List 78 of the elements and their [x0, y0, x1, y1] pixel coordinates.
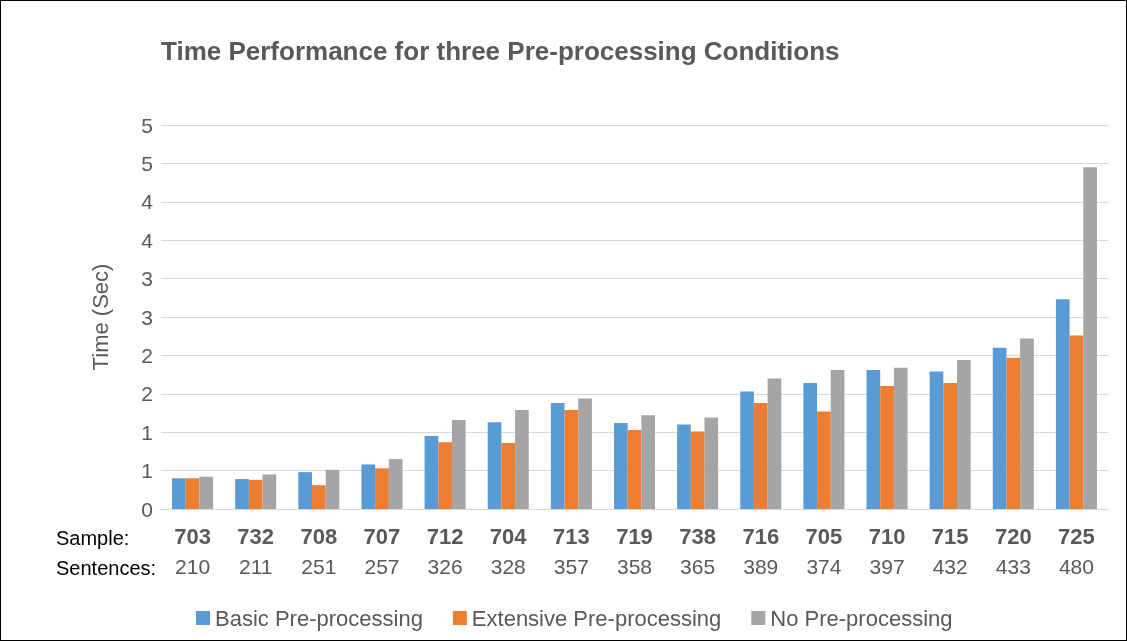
bar: [1020, 338, 1034, 509]
bar: [690, 431, 705, 509]
bar: [627, 429, 642, 509]
bar: [375, 468, 389, 509]
bar: [1055, 299, 1070, 509]
legend-label: No Pre-processing: [770, 605, 953, 631]
bar: [957, 360, 971, 509]
y-axis-title: Time (Sec): [87, 263, 113, 371]
bar: [262, 474, 277, 509]
x-tick-label: 710 397: [868, 523, 906, 578]
y-tick-label: 3: [141, 267, 153, 291]
x-tick-label: 705 374: [805, 523, 843, 578]
bar: [487, 422, 502, 509]
bar: [578, 398, 592, 509]
text: Sample:: [56, 527, 130, 549]
bar: [866, 369, 881, 509]
legend-label: Basic Pre-processing: [215, 605, 423, 631]
bar: [311, 485, 326, 509]
bar: [388, 459, 403, 509]
bar: [753, 403, 768, 509]
y-tick-label: 0: [141, 497, 153, 521]
y-tick-label: 2: [141, 343, 153, 367]
bar: [185, 478, 200, 509]
text: Sentences:: [56, 557, 157, 579]
bar: [704, 417, 719, 509]
bar: [361, 464, 376, 509]
x-tick-label: 715 432: [931, 523, 969, 578]
bar: [564, 409, 579, 509]
y-tick-label: 4: [141, 190, 154, 214]
y-tick-label: 5: [141, 151, 153, 175]
bar: [325, 469, 340, 509]
bar: [677, 424, 691, 509]
bar: [943, 383, 958, 509]
bar: [1083, 167, 1097, 509]
y-tick-label: 4: [141, 228, 154, 252]
bar: [172, 478, 186, 509]
bar: [438, 442, 452, 509]
bar: [298, 472, 312, 509]
bar: [515, 409, 529, 509]
bar: [740, 391, 754, 509]
bar: [1069, 335, 1084, 509]
bar: [550, 403, 565, 509]
x-tick-label: 719 358: [616, 523, 653, 578]
bar: [830, 369, 845, 509]
y-tick-label: 5: [141, 113, 153, 137]
x-tick-label: 725 480: [1058, 523, 1095, 578]
y-tick-label: 1: [141, 459, 153, 483]
bar: [767, 378, 782, 509]
y-tick-label: 3: [141, 305, 153, 329]
x-tick-label: 707 257: [363, 523, 401, 578]
bar: [893, 367, 908, 509]
bar: [641, 415, 656, 509]
bar: [501, 442, 516, 509]
bar: [1006, 357, 1021, 509]
y-tick-label: 1: [141, 420, 153, 444]
x-tick-label: 703 210: [174, 523, 211, 578]
x-tick-label: 713 357: [553, 523, 590, 578]
chart-title: Time Performance for three Pre-processing Conditions: [161, 36, 840, 66]
x-tick-label: 712 326: [426, 523, 464, 578]
x-tick-label: 720 433: [994, 523, 1032, 578]
bar: [803, 383, 818, 509]
x-tick-label: 708 251: [300, 523, 338, 578]
y-tick-label: 2: [141, 382, 153, 406]
bar: [451, 419, 466, 509]
bar: [992, 347, 1007, 509]
bar: [235, 479, 249, 509]
x-tick-label: 716 389: [742, 523, 780, 578]
bar: [880, 386, 894, 509]
bar: [199, 476, 214, 509]
bar: [248, 479, 263, 509]
x-tick-label: 732 211: [237, 523, 275, 578]
bar: [817, 411, 831, 509]
bar: [424, 436, 439, 509]
x-tick-label: 738 365: [679, 523, 716, 578]
legend-label: Extensive Pre-processing: [471, 605, 722, 631]
x-tick-label: 704 328: [489, 523, 528, 578]
bar: [613, 422, 628, 509]
bar: [929, 371, 944, 509]
